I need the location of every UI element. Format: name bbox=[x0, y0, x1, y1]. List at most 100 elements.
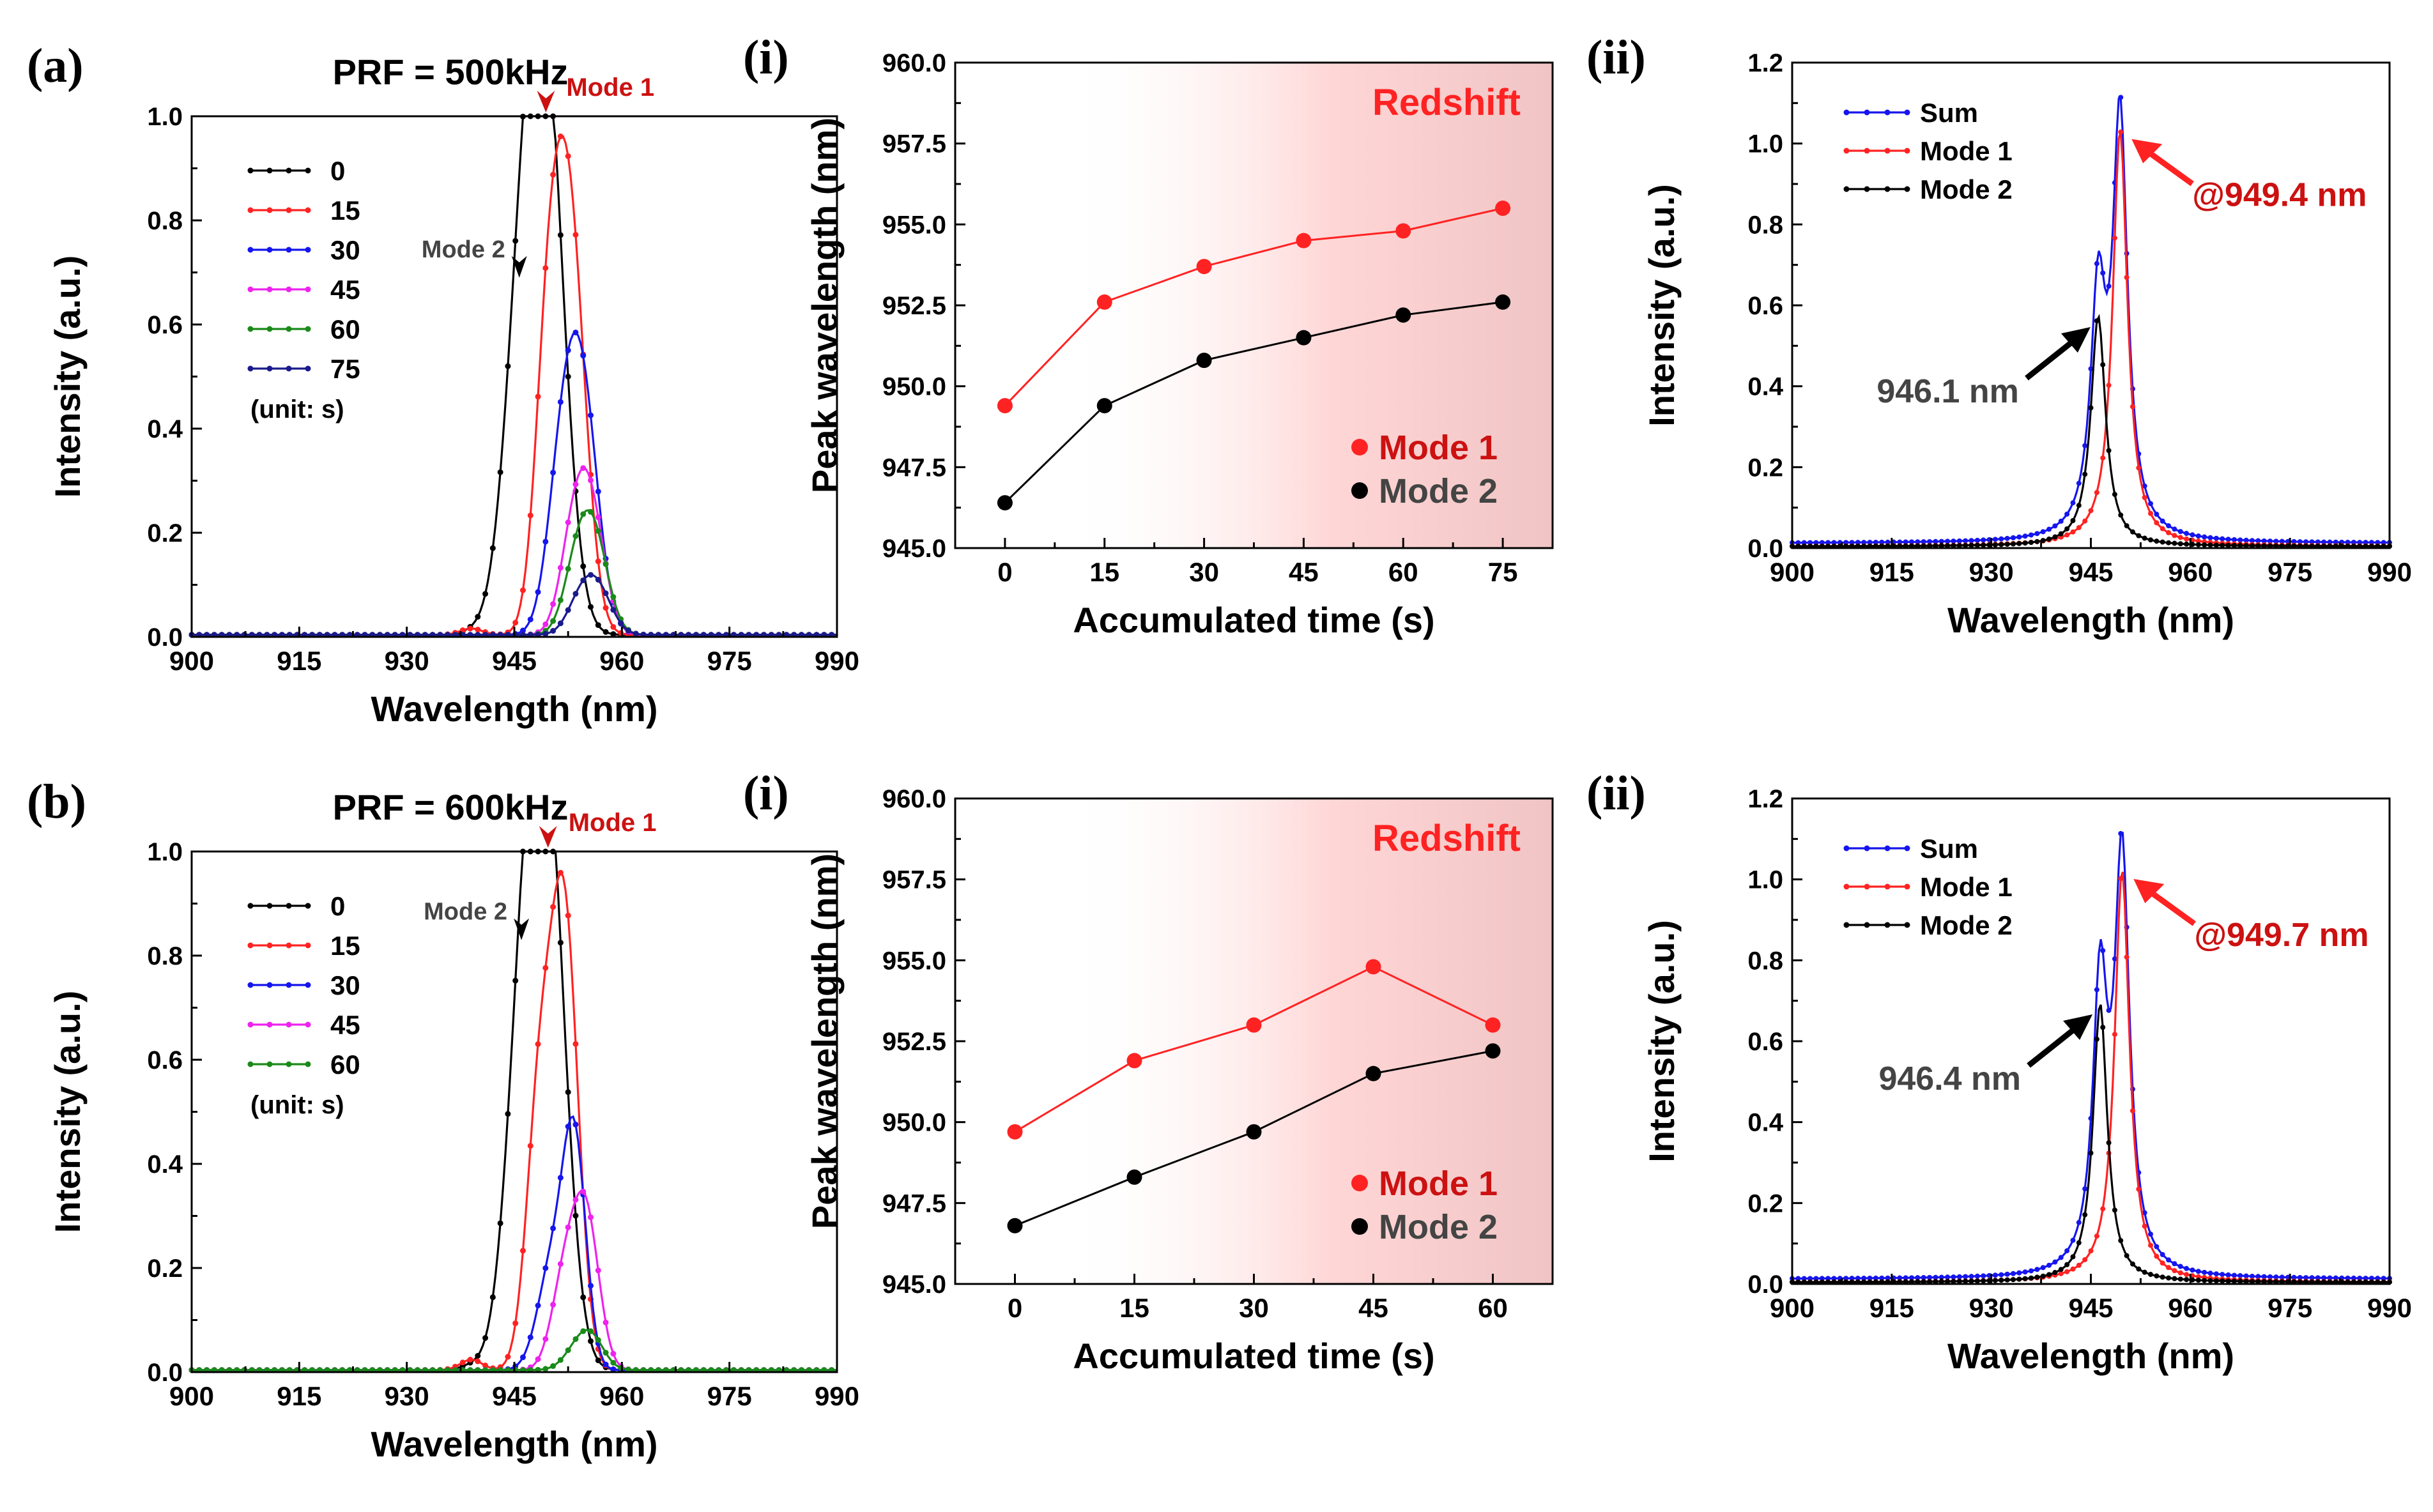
series-15-marker bbox=[519, 587, 526, 593]
series-mode-2-marker bbox=[2195, 542, 2201, 547]
legend-label: 0 bbox=[330, 156, 345, 186]
series-30-marker bbox=[535, 589, 541, 595]
series-0-marker bbox=[565, 1089, 571, 1096]
series-75-marker bbox=[602, 590, 609, 597]
series-sum-marker bbox=[1897, 1275, 1903, 1281]
series-sum-marker bbox=[2255, 1274, 2261, 1279]
x-tick-label: 915 bbox=[277, 646, 321, 676]
series-30-marker bbox=[565, 347, 571, 354]
legend-marker bbox=[1351, 439, 1368, 455]
legend-label: 60 bbox=[330, 1050, 360, 1080]
series-45-marker bbox=[588, 477, 594, 484]
legend-marker bbox=[286, 167, 292, 174]
series-mode-2-marker bbox=[2029, 540, 2034, 546]
series-sum-marker bbox=[2195, 1269, 2201, 1274]
legend-label: Sum bbox=[1920, 98, 1978, 128]
series-mode-1-marker bbox=[2082, 1256, 2088, 1262]
series-sum-marker bbox=[2207, 1271, 2213, 1276]
series-mode-1-marker bbox=[2172, 533, 2177, 538]
series-sum-marker bbox=[1945, 1274, 1951, 1280]
legend-label: 45 bbox=[330, 275, 360, 305]
series-sum-marker bbox=[1938, 538, 1944, 544]
legend-marker bbox=[286, 942, 292, 949]
series-mode-2-marker bbox=[1981, 1278, 1986, 1284]
series-sum-marker bbox=[2249, 1273, 2255, 1279]
legend-marker bbox=[266, 365, 273, 372]
series-mode-1-marker bbox=[2076, 524, 2082, 530]
series-sum-marker bbox=[2022, 1269, 2028, 1275]
series-mode-2-marker bbox=[2177, 1276, 2183, 1282]
legend-marker bbox=[247, 326, 254, 332]
series-sum-marker bbox=[2268, 538, 2273, 544]
series-45-marker bbox=[580, 1188, 587, 1195]
series-45-marker bbox=[572, 1196, 579, 1203]
mode1-annotation: Mode 1 bbox=[569, 809, 657, 837]
legend-label: 75 bbox=[330, 354, 360, 384]
legend-marker bbox=[247, 247, 254, 253]
y-tick-label: 957.5 bbox=[882, 130, 946, 158]
series-mode-2-marker bbox=[2064, 526, 2070, 531]
legend-marker bbox=[1884, 883, 1891, 890]
legend-marker bbox=[1864, 186, 1870, 192]
series-mode-2-marker bbox=[2076, 1240, 2082, 1246]
x-tick-label: 930 bbox=[1969, 1293, 2014, 1323]
series-75-marker bbox=[588, 572, 594, 578]
series-sum-marker bbox=[2118, 830, 2124, 836]
series-sum-marker bbox=[2142, 483, 2147, 489]
series-sum-marker bbox=[2118, 95, 2124, 100]
series-45-line bbox=[192, 466, 837, 636]
series-mode-2-marker bbox=[2231, 1278, 2237, 1284]
series-mode-2-marker bbox=[2160, 1274, 2165, 1280]
series-45-marker bbox=[550, 1301, 556, 1308]
legend-marker bbox=[266, 1021, 273, 1028]
legend-marker bbox=[305, 1021, 311, 1028]
x-tick-label: 945 bbox=[492, 646, 537, 676]
series-mode-1-marker bbox=[2136, 465, 2142, 471]
series-60-marker bbox=[557, 597, 564, 603]
series-75-marker bbox=[542, 630, 549, 637]
series-sum-marker bbox=[2184, 1265, 2190, 1271]
series-15-marker bbox=[557, 134, 564, 140]
series-sum-marker bbox=[2029, 1268, 2034, 1274]
series-sum-marker bbox=[2273, 538, 2279, 544]
x-tick-label: 60 bbox=[1388, 557, 1418, 587]
series-mode-1-marker bbox=[2118, 876, 2124, 882]
y-tick-label: 950.0 bbox=[882, 373, 946, 401]
series-sum-marker bbox=[2106, 1007, 2112, 1013]
series-sum-marker bbox=[2190, 532, 2195, 538]
series-15-marker bbox=[610, 623, 617, 630]
series-sum-marker bbox=[2220, 1272, 2225, 1278]
series-mode-1-marker bbox=[2070, 1266, 2076, 1272]
series-mode-2-marker bbox=[2213, 1278, 2219, 1284]
series-60-marker bbox=[565, 1347, 571, 1354]
series-sum-line bbox=[1792, 832, 2390, 1280]
series-sum-marker bbox=[1843, 540, 1849, 546]
series-45-marker bbox=[542, 1336, 549, 1342]
legend-marker bbox=[1843, 109, 1850, 116]
series-sum-marker bbox=[1831, 1276, 1837, 1281]
series-mode-2-marker bbox=[1945, 543, 1951, 549]
series-mode-2-marker bbox=[2076, 503, 2082, 508]
series-sum-marker bbox=[2375, 1276, 2381, 1281]
series-0-marker bbox=[588, 604, 594, 610]
x-tick-label: 15 bbox=[1119, 1293, 1149, 1323]
x-tick-label: 960 bbox=[599, 646, 644, 676]
series-sum-marker bbox=[2094, 261, 2099, 266]
series-sum-marker bbox=[2154, 512, 2160, 517]
series-mode-2-marker bbox=[2268, 1279, 2273, 1285]
series-sum-marker bbox=[2213, 1271, 2219, 1277]
series-mode-2-marker bbox=[2022, 540, 2028, 546]
series-mode-2-marker bbox=[2154, 538, 2160, 544]
series-sum-marker bbox=[1879, 1275, 1885, 1281]
series-mode-2-marker bbox=[2279, 1279, 2285, 1285]
mode1-annotation: Mode 1 bbox=[566, 73, 654, 102]
mode1-arrow bbox=[539, 826, 557, 848]
series-sum-marker bbox=[2034, 531, 2040, 537]
series-sum-marker bbox=[2309, 1275, 2315, 1281]
series-mode-2-marker bbox=[2022, 1276, 2028, 1281]
y-tick-label: 0.2 bbox=[147, 519, 183, 547]
series-mode-1-marker bbox=[2166, 1265, 2172, 1271]
series-75-marker bbox=[610, 607, 617, 613]
series-mode-2-marker bbox=[2100, 362, 2106, 367]
